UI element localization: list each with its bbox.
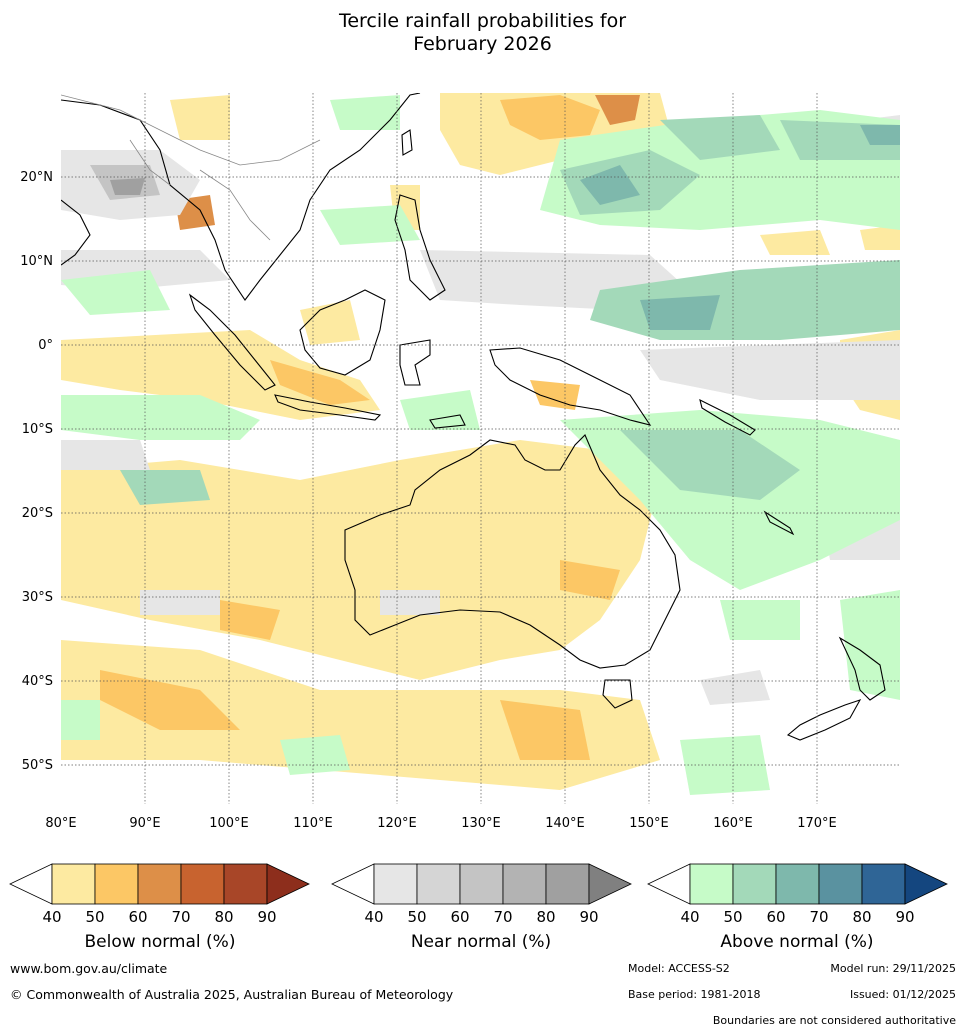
colorbar-label-near: Near normal (%): [410, 932, 552, 952]
model-text: Model: ACCESS-S2: [628, 962, 730, 975]
latitude-labels: 20°N 10°N 0° 10°S 20°S 30°S 40°S 50°S: [20, 170, 53, 773]
lat-label: 10°N: [20, 254, 53, 269]
longitude-labels: 80°E 90°E 100°E 110°E 120°E 130°E 140°E …: [45, 816, 836, 831]
sumatra-coastline: [188, 293, 276, 391]
new-zealand-north-coastline: [838, 636, 886, 701]
colorbar-extension-high: [266, 863, 310, 905]
lat-label: 10°S: [22, 422, 53, 437]
colorbar-extension-low: [331, 863, 375, 905]
lon-label: 170°E: [797, 816, 837, 831]
colorbar-tick-label: 80: [536, 908, 555, 926]
lat-label: 40°S: [22, 674, 53, 689]
colorbar-segment: [732, 863, 777, 905]
colorbar-segment: [861, 863, 906, 905]
issued-text: Issued: 01/12/2025: [849, 988, 956, 1001]
colorbar-segment: [545, 863, 590, 905]
taiwan-coastline: [401, 129, 413, 156]
lat-label: 50°S: [22, 758, 53, 773]
lat-label: 20°S: [22, 506, 53, 521]
colorbar-extension-high: [588, 863, 632, 905]
colorbar-below-normal: 40 50 60 70 80 90: [9, 863, 310, 926]
colorbar-label-below: Below normal (%): [84, 932, 236, 952]
lat-label: 30°S: [22, 590, 53, 605]
colorbar-tick-label: 90: [895, 908, 914, 926]
australia-coastline: [344, 434, 681, 669]
colorbar-extension-low: [647, 863, 691, 905]
colorbar-tick-label: 70: [493, 908, 512, 926]
colorbar-near-normal: 40 50 60 70 80 90: [331, 863, 632, 926]
new-guinea-coastline: [489, 347, 652, 426]
colorbar-tick-label: 90: [257, 908, 276, 926]
colorbar-segment: [94, 863, 139, 905]
disclaimer-text: Boundaries are not considered authoritat…: [712, 1014, 956, 1027]
mainland-asia-coastline: [61, 93, 421, 301]
base-period-text: Base period: 1981-2018: [628, 988, 761, 1001]
colorbar-tick-label: 90: [579, 908, 598, 926]
coastlines: [61, 93, 886, 741]
lat-label: 0°: [38, 338, 53, 353]
colorbar-tick-label: 40: [42, 908, 61, 926]
new-caledonia-coastline: [763, 510, 795, 536]
graticule: [61, 93, 900, 804]
solomon-coastline: [699, 398, 756, 436]
lat-label: 20°N: [20, 170, 53, 185]
lon-label: 90°E: [129, 816, 160, 831]
colorbar-segment: [689, 863, 734, 905]
colorbar-extension-high: [904, 863, 948, 905]
lon-label: 80°E: [45, 816, 76, 831]
java-coastline: [274, 394, 382, 421]
timor-coastline: [429, 414, 466, 429]
lon-label: 110°E: [293, 816, 333, 831]
colorbar-label-above: Above normal (%): [720, 932, 874, 952]
lon-label: 140°E: [545, 816, 585, 831]
philippines-coastline: [394, 194, 446, 301]
colorbar-tick-label: 70: [809, 908, 828, 926]
colorbar-tick-label: 60: [766, 908, 785, 926]
lon-label: 160°E: [713, 816, 753, 831]
above-normal-regions: [61, 95, 900, 795]
colorbar-extension-low: [9, 863, 53, 905]
colorbar-tick-label: 40: [680, 908, 699, 926]
colorbar-tick-label: 80: [852, 908, 871, 926]
title-line-2: February 2026: [413, 33, 552, 55]
colorbar-tick-label: 40: [364, 908, 383, 926]
colorbar-tick-label: 60: [128, 908, 147, 926]
colorbar-above-normal: 40 50 60 70 80 90: [647, 863, 948, 926]
colorbar-segment: [416, 863, 461, 905]
copyright-text: © Commonwealth of Australia 2025, Austra…: [10, 987, 454, 1002]
colorbar-segment: [775, 863, 820, 905]
colorbar-segment: [51, 863, 96, 905]
model-run-text: Model run: 29/11/2025: [830, 962, 956, 975]
colorbar-tick-label: 50: [723, 908, 742, 926]
lon-label: 120°E: [377, 816, 417, 831]
colorbar-tick-label: 70: [171, 908, 190, 926]
title-line-1: Tercile rainfall probabilities for: [338, 10, 627, 32]
colorbar-segment: [137, 863, 182, 905]
colorbar-segment: [502, 863, 547, 905]
colorbar-tick-label: 50: [407, 908, 426, 926]
country-borders: [61, 94, 321, 241]
colorbar-tick-label: 60: [450, 908, 469, 926]
sulawesi-coastline: [399, 339, 431, 386]
lon-label: 130°E: [461, 816, 501, 831]
colorbar-segment: [180, 863, 225, 905]
colorbar-tick-label: 80: [214, 908, 233, 926]
lon-label: 100°E: [209, 816, 249, 831]
new-zealand-south-coastline: [786, 699, 862, 741]
colorbar-segment: [223, 863, 268, 905]
website-link[interactable]: www.bom.gov.au/climate: [10, 961, 168, 976]
tasmania-coastline: [602, 679, 633, 709]
lon-label: 150°E: [629, 816, 669, 831]
colorbar-segment: [459, 863, 504, 905]
map-title: Tercile rainfall probabilities for Febru…: [0, 10, 965, 56]
colorbar-tick-label: 50: [85, 908, 104, 926]
borneo-coastline: [299, 289, 386, 376]
colorbar-segment: [373, 863, 418, 905]
map-panel: [61, 93, 900, 804]
india-coastline: [61, 199, 91, 266]
colorbar-segment: [818, 863, 863, 905]
